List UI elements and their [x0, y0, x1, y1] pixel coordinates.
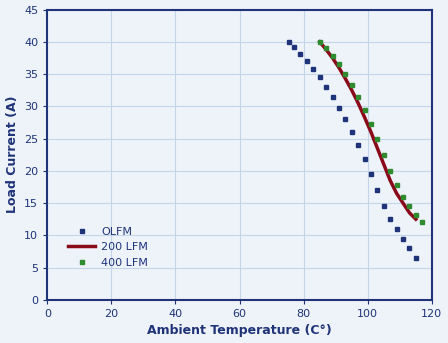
200 LFM [330, 56, 335, 60]
OLFM [407, 246, 412, 250]
200 LFM [388, 178, 393, 182]
400 LFM [420, 221, 425, 225]
400 LFM [330, 54, 335, 58]
X-axis label: Ambient Temperature (C°): Ambient Temperature (C°) [147, 324, 332, 338]
OLFM [375, 188, 380, 192]
Line: OLFM: OLFM [288, 40, 418, 260]
200 LFM [317, 40, 323, 44]
OLFM [317, 75, 323, 79]
OLFM [304, 59, 310, 63]
OLFM [287, 40, 292, 44]
OLFM [413, 256, 418, 260]
OLFM [310, 67, 316, 71]
400 LFM [349, 83, 354, 87]
Legend: OLFM, 200 LFM, 400 LFM: OLFM, 200 LFM, 400 LFM [65, 223, 151, 271]
400 LFM [343, 72, 348, 76]
OLFM [330, 95, 335, 99]
Y-axis label: Load Current (A): Load Current (A) [5, 96, 18, 213]
400 LFM [413, 213, 418, 217]
400 LFM [407, 204, 412, 209]
Line: 400 LFM: 400 LFM [318, 40, 424, 224]
400 LFM [401, 194, 406, 199]
200 LFM [323, 47, 329, 51]
400 LFM [336, 62, 342, 67]
400 LFM [362, 107, 367, 111]
OLFM [291, 45, 297, 49]
200 LFM [349, 88, 354, 92]
OLFM [401, 237, 406, 241]
400 LFM [368, 122, 374, 126]
OLFM [298, 52, 303, 56]
400 LFM [394, 183, 399, 187]
OLFM [394, 227, 399, 231]
OLFM [355, 143, 361, 147]
200 LFM [362, 115, 367, 119]
200 LFM [413, 217, 418, 221]
OLFM [388, 217, 393, 221]
200 LFM [368, 130, 374, 134]
OLFM [368, 172, 374, 176]
200 LFM [401, 201, 406, 205]
400 LFM [381, 153, 387, 157]
OLFM [381, 204, 387, 209]
200 LFM [375, 146, 380, 150]
200 LFM [381, 162, 387, 166]
OLFM [336, 106, 342, 110]
200 LFM [336, 66, 342, 70]
OLFM [323, 85, 329, 89]
200 LFM [407, 211, 412, 215]
Line: 200 LFM: 200 LFM [320, 42, 416, 219]
OLFM [362, 157, 367, 161]
200 LFM [394, 191, 399, 196]
400 LFM [388, 169, 393, 173]
OLFM [349, 130, 354, 134]
200 LFM [343, 76, 348, 81]
400 LFM [375, 137, 380, 141]
OLFM [343, 117, 348, 121]
400 LFM [355, 95, 361, 99]
200 LFM [355, 101, 361, 105]
400 LFM [317, 40, 323, 44]
400 LFM [323, 46, 329, 50]
